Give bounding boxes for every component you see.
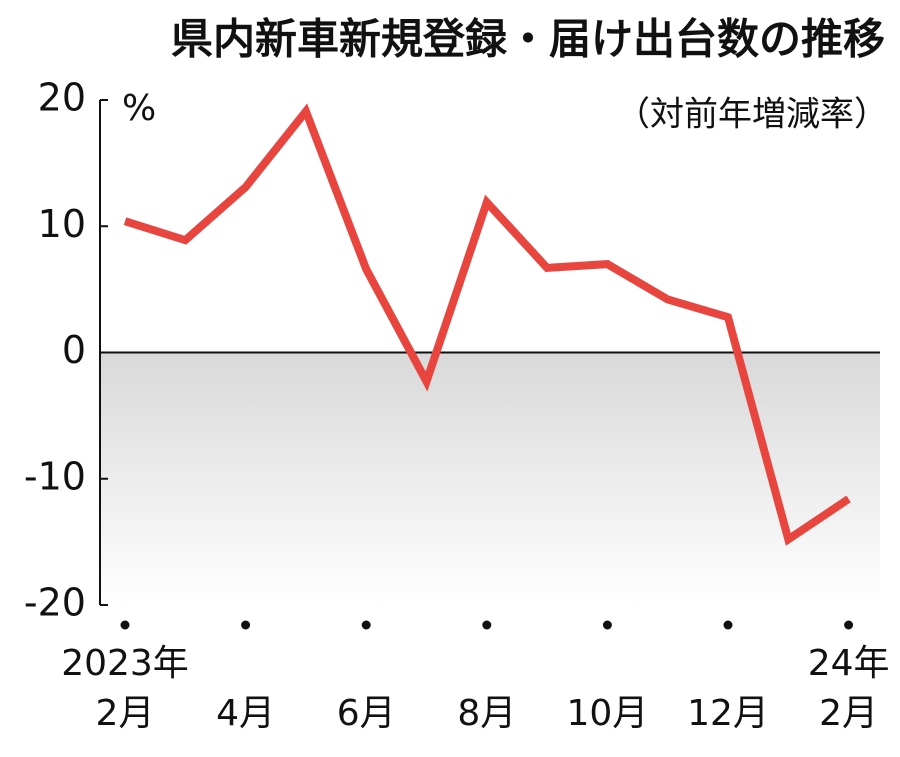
x-tick-dot (723, 620, 733, 630)
y-tick-label: 0 (62, 328, 86, 372)
x-tick-dot (482, 620, 492, 630)
x-tick-dot (602, 620, 612, 630)
chart-title: 県内新車新規登録・届け出台数の推移 (171, 15, 885, 64)
x-tick-label: 4月 (216, 693, 275, 734)
y-tick-label: 10 (38, 202, 86, 246)
y-tick-label: -10 (24, 454, 86, 498)
y-tick-label: -20 (24, 581, 86, 625)
x-tick-dot (241, 620, 251, 630)
chart-subtitle: （対前年増減率） (616, 95, 888, 135)
x-tick-dot (844, 620, 854, 630)
y-tick-label: 20 (38, 76, 86, 120)
y-unit: % (122, 88, 156, 129)
x-tick-label: 2023年 2月 (61, 643, 189, 734)
x-tick-dot (361, 620, 371, 630)
x-tick-label: 6月 (337, 693, 396, 734)
x-tick-label: 8月 (457, 693, 516, 734)
x-tick-label: 24年 2月 (808, 643, 890, 734)
x-tick-dot (120, 620, 130, 630)
negative-area (100, 352, 880, 605)
data-line (123, 103, 851, 546)
x-tick-label: 12月 (687, 693, 769, 734)
x-tick-label: 10月 (566, 693, 648, 734)
